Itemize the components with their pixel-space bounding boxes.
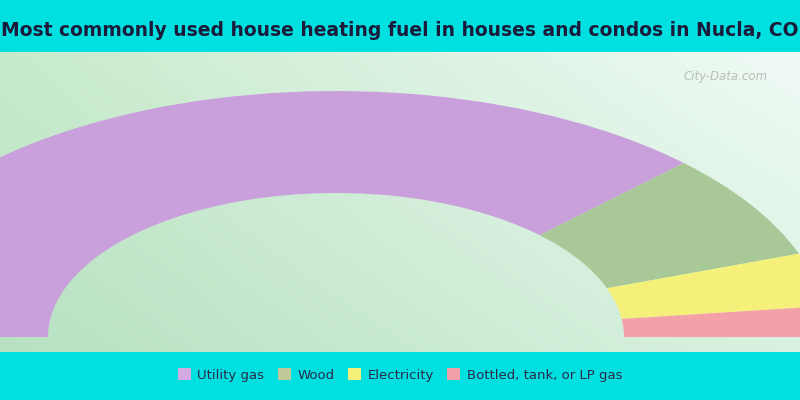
Text: City-Data.com: City-Data.com	[684, 70, 768, 83]
Legend: Utility gas, Wood, Electricity, Bottled, tank, or LP gas: Utility gas, Wood, Electricity, Bottled,…	[172, 363, 628, 387]
Text: Most commonly used house heating fuel in houses and condos in Nucla, CO: Most commonly used house heating fuel in…	[2, 21, 798, 40]
